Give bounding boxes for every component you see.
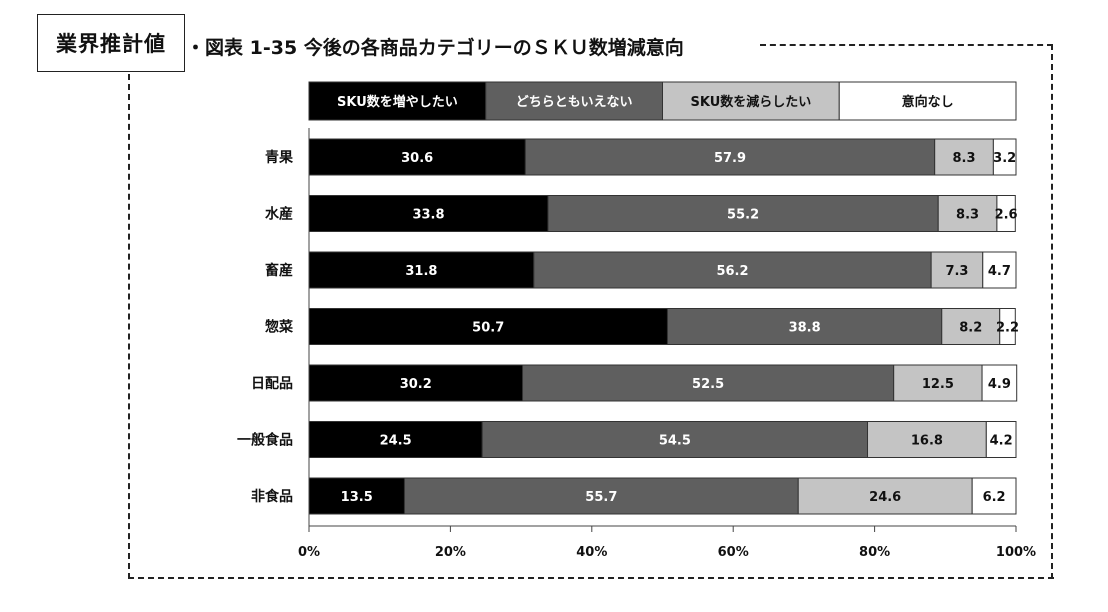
bar-segment [666,308,943,345]
bar-segment [971,477,1017,515]
bar-segment [982,251,1017,289]
frame-bottom-border [128,577,1054,579]
bar-segment [934,138,994,176]
data-label: 30.2 [400,377,432,392]
bar-segment [533,251,932,289]
category-label: 青果 [265,149,294,166]
data-label: 2.6 [995,208,1018,223]
bar-segment [547,195,939,232]
x-tick-label: 20% [435,545,466,560]
bar-segment [999,308,1016,345]
bar-segment [481,421,869,458]
frame-left-border [128,74,130,579]
data-label: 6.2 [983,490,1006,505]
category-label: 日配品 [251,376,293,392]
data-label: 8.3 [956,208,979,223]
data-label: 12.5 [922,377,954,392]
x-tick-label: 100% [996,545,1036,560]
bar-segment [992,138,1017,176]
frame-top-border [760,44,1053,46]
data-label: 3.2 [993,151,1016,166]
bar-segment [308,477,405,515]
data-label: 2.2 [996,321,1019,336]
data-label: 4.7 [988,264,1011,279]
x-tick-label: 60% [718,545,749,560]
bar-segment [985,421,1017,458]
bar-segment [996,195,1016,232]
bar-segment [937,195,998,232]
data-label: 8.2 [959,321,982,336]
data-label: 57.9 [714,151,746,166]
bars-area: 青果 30.6 57.9 8.3 3.2 水産 33.8 55.2 8.3 2.6 畜産 31.8 56… [237,138,1019,515]
legend-label-1: SKU数を増やしたい [337,94,458,110]
bar-segment [797,477,973,515]
data-label: 50.7 [472,321,504,336]
bar-segment [981,364,1018,402]
data-label: 54.5 [659,434,691,449]
data-label: 55.2 [727,208,759,223]
bar-segment [524,138,936,176]
x-axis: 0% 20% 40% 60% 80% 100% [298,128,1036,560]
bar-segment [308,138,526,176]
legend-swatch-4 [838,81,1017,121]
data-label: 24.6 [869,490,901,505]
category-label: 畜産 [265,262,293,279]
legend-label-2: どちらともいえない [516,95,633,110]
legend-label-4: 意向なし [902,94,954,110]
bar-segment [522,364,895,402]
figure-title: ・図表 1-35 今後の各商品カテゴリーのＳＫＵ数増減意向 [186,37,684,59]
data-label: 8.3 [953,151,976,166]
bar-segment [308,364,524,402]
frame-right-border [1051,44,1053,579]
bar-segment [308,308,668,345]
category-label: 非食品 [251,488,293,505]
legend-swatch-3 [662,81,840,121]
data-label: 31.8 [405,264,437,279]
data-label: 4.9 [988,377,1011,392]
category-label: 一般食品 [237,432,293,449]
data-label: 38.8 [789,321,821,336]
category-label: 惣菜 [265,319,294,336]
x-tick-label: 80% [859,545,890,560]
data-label: 13.5 [341,490,373,505]
category-label: 水産 [265,206,293,223]
bar-segment [941,308,1001,345]
bar-segment [930,251,984,289]
bar-segment [403,477,799,515]
x-tick-label: 40% [576,545,607,560]
data-label: 52.5 [692,377,724,392]
legend-label-3: SKU数を減らしたい [690,94,811,110]
data-label: 24.5 [380,434,412,449]
data-label: 7.3 [945,264,968,279]
bar-segment [308,251,535,289]
x-tick-label: 0% [298,545,320,560]
estimate-badge: 業界推計値 [37,14,185,72]
data-label: 33.8 [412,208,444,223]
data-label: 56.2 [716,264,748,279]
data-label: 55.7 [585,490,617,505]
data-label: 30.6 [401,151,433,166]
legend: SKU数を増やしたい どちらともいえない SKU数を減らしたい 意向なし [308,81,1017,121]
data-label: 16.8 [911,434,943,449]
data-label: 4.2 [990,434,1013,449]
bar-segment [893,364,983,402]
